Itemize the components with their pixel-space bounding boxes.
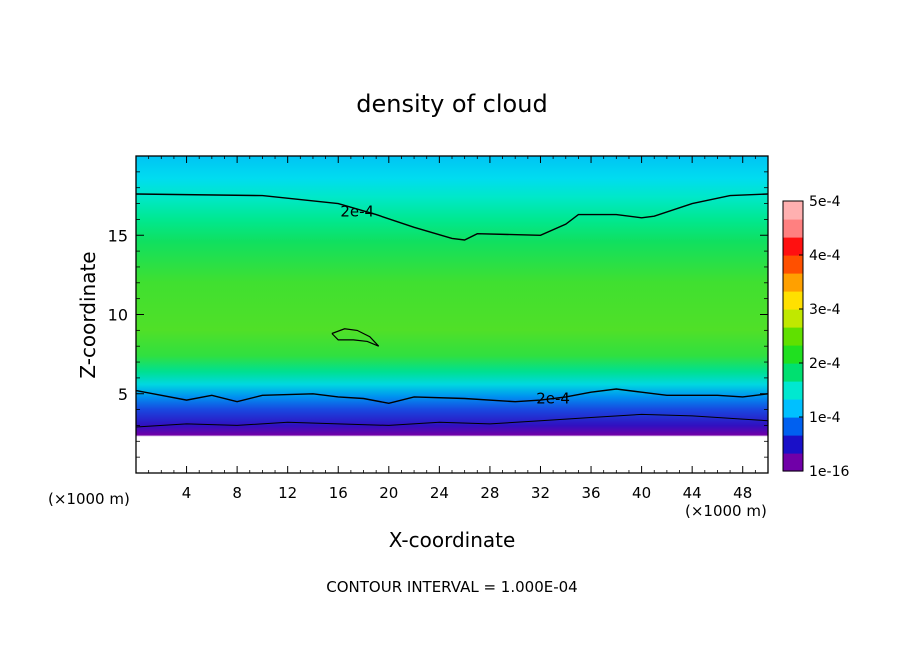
colorbar-segment [783,201,803,220]
contour-island [331,328,380,347]
colorbar-segment [783,219,803,238]
colorbar-label: 5e-4 [809,194,841,210]
contour-1e-4 [136,413,768,428]
x-unit-right: (×1000 m) [685,502,767,520]
contour-2e-4-lower [136,388,768,405]
y-axis-label: Z-coordinate [76,251,100,378]
colorbar-label: 4e-4 [809,248,841,264]
x-tick-label: 8 [232,484,242,502]
colorbar-segment [783,381,803,400]
x-tick-label: 32 [531,484,550,502]
colorbar-segment [783,309,803,328]
density-field [136,156,768,473]
contour-2e-4-upper [136,193,768,241]
colorbar-label: 1e-16 [809,464,849,480]
x-tick-label: 20 [379,484,398,502]
colorbar-segment [783,237,803,256]
colorbar-segment [783,399,803,418]
x-tick-label: 48 [733,484,752,502]
y-tick-label: 15 [108,226,128,245]
contour-interval-note: CONTOUR INTERVAL = 1.000E-04 [326,578,577,596]
x-unit-left: (×1000 m) [48,490,130,508]
colorbar-segment [783,417,803,436]
x-tick-label: 44 [683,484,702,502]
colorbar-segment [783,273,803,292]
colorbar-frame [782,200,804,472]
x-tick-label: 36 [581,484,600,502]
contour-label: 2e-4 [340,202,374,220]
x-tick-label: 12 [278,484,297,502]
colorbar-segment [783,435,803,454]
colorbar-label: 1e-4 [809,410,841,426]
x-tick-label: 16 [329,484,348,502]
colorbar-segment [783,291,803,310]
y-tick-label: 10 [108,306,128,325]
colorbar-segment [783,345,803,364]
colorbar-label: 3e-4 [809,302,841,318]
chart-title: density of cloud [356,90,547,118]
x-tick-label: 4 [182,484,192,502]
y-tick-label: 5 [118,385,128,404]
x-tick-label: 24 [430,484,449,502]
x-axis-label: X-coordinate [389,528,516,552]
colorbar-label: 2e-4 [809,356,841,372]
x-tick-label: 40 [632,484,651,502]
colorbar: 5e-4 4e-4 3e-4 2e-4 1e-4 1e-16 [782,194,849,480]
colorbar-segment [783,363,803,382]
x-tick-label: 28 [480,484,499,502]
colorbar-segment [783,255,803,274]
colorbar-segment [783,327,803,346]
contour-label: 2e-4 [536,390,570,408]
colorbar-segment [783,453,803,472]
